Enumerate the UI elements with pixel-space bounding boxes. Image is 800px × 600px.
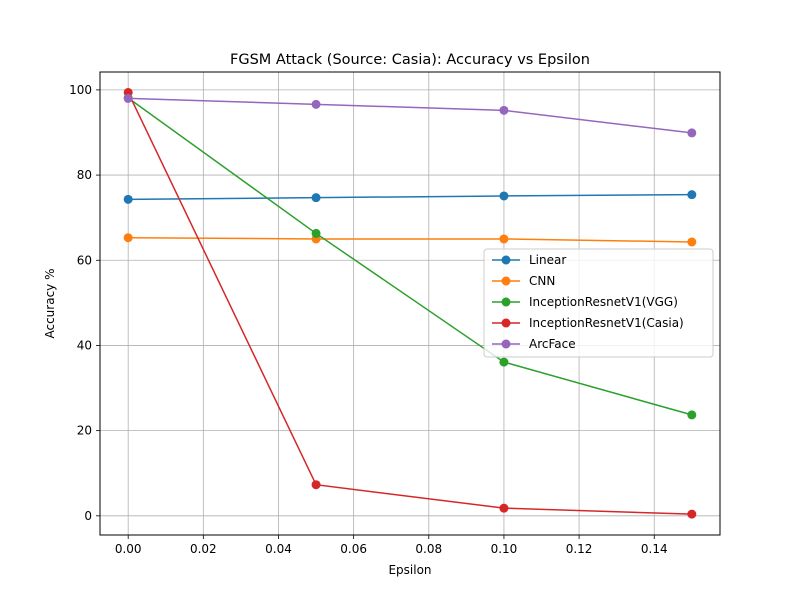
data-point xyxy=(499,234,509,244)
data-point xyxy=(499,357,509,367)
x-tick-label: 0.06 xyxy=(340,542,367,556)
y-tick-label: 100 xyxy=(69,83,92,97)
series-inceptionresnetv1-casia- xyxy=(123,87,697,519)
series-line xyxy=(127,97,693,416)
data-point xyxy=(499,105,509,115)
y-tick-label: 80 xyxy=(77,168,92,182)
data-point xyxy=(687,190,697,200)
data-point xyxy=(123,194,133,204)
legend-marker xyxy=(501,255,511,265)
plot-frame xyxy=(99,71,721,536)
x-axis-ticks: 0.00 0.02 0.04 0.06 0.08 0.10 0.12 0.14 xyxy=(115,535,668,556)
data-point xyxy=(123,93,133,103)
series-line xyxy=(128,97,692,134)
legend-item: InceptionResnetV1(VGG) xyxy=(492,295,678,309)
x-axis-label: Epsilon xyxy=(388,563,431,577)
data-point xyxy=(311,480,321,490)
y-axis-ticks: 0 20 40 60 80 100 xyxy=(69,83,100,523)
y-tick-label: 20 xyxy=(77,424,92,438)
legend-item: Linear xyxy=(492,253,566,267)
legend-marker xyxy=(501,297,511,307)
series-arcface xyxy=(123,93,697,138)
chart-title: FGSM Attack (Source: Casia): Accuracy vs… xyxy=(230,52,590,68)
x-tick-label: 0.02 xyxy=(190,542,217,556)
y-axis-label: Accuracy % xyxy=(43,268,57,338)
series-cnn xyxy=(123,233,697,247)
legend-label: ArcFace xyxy=(529,337,576,351)
series-layer xyxy=(123,87,697,519)
legend-label: InceptionResnetV1(VGG) xyxy=(529,295,678,309)
y-tick-label: 0 xyxy=(84,509,92,523)
x-tick-label: 0.14 xyxy=(641,542,668,556)
data-point xyxy=(123,233,133,243)
legend-marker xyxy=(501,318,511,328)
legend-box xyxy=(483,248,714,358)
y-tick-label: 60 xyxy=(77,253,92,267)
series-line xyxy=(127,92,692,515)
legend-item: InceptionResnetV1(Casia) xyxy=(492,316,684,330)
data-point xyxy=(499,191,509,201)
x-tick-label: 0.04 xyxy=(265,542,292,556)
data-point xyxy=(687,237,697,247)
data-point xyxy=(311,99,321,109)
data-point xyxy=(687,509,697,519)
data-point xyxy=(687,410,697,420)
legend-item: ArcFace xyxy=(492,337,576,351)
x-tick-label: 0.10 xyxy=(491,542,518,556)
data-point xyxy=(311,228,321,238)
series-linear xyxy=(123,190,697,204)
legend-item: CNN xyxy=(492,274,555,288)
legend: Linear CNN InceptionResnetV1(VGG) Inception… xyxy=(483,248,714,358)
y-tick-label: 40 xyxy=(77,338,92,352)
series-line xyxy=(128,236,692,243)
data-point xyxy=(311,193,321,203)
legend-marker xyxy=(501,339,511,349)
legend-label: Linear xyxy=(529,253,566,267)
x-tick-label: 0.08 xyxy=(415,542,442,556)
legend-marker xyxy=(501,276,511,286)
data-point xyxy=(499,503,509,513)
x-tick-label: 0.00 xyxy=(115,542,142,556)
legend-label: CNN xyxy=(529,274,555,288)
data-point xyxy=(687,128,697,138)
x-tick-label: 0.12 xyxy=(566,542,593,556)
legend-label: InceptionResnetV1(Casia) xyxy=(529,316,684,330)
series-line xyxy=(128,193,692,201)
